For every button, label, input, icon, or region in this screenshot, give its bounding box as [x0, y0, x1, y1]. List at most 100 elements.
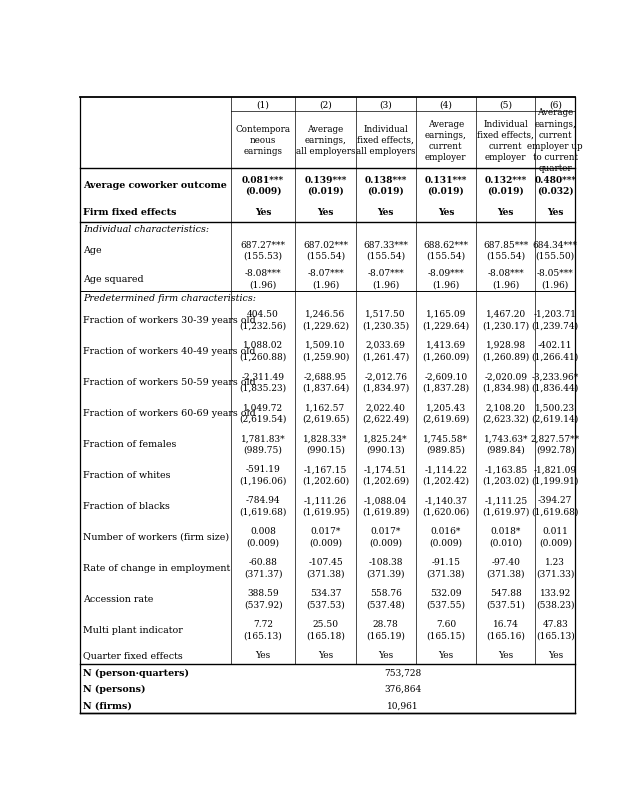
Text: Yes: Yes — [498, 208, 514, 217]
Text: Fraction of whites: Fraction of whites — [83, 471, 171, 479]
Text: 1,500.23
(2,619.14): 1,500.23 (2,619.14) — [532, 403, 579, 423]
Text: -402.11
(1,266.41): -402.11 (1,266.41) — [532, 340, 579, 361]
Text: Yes: Yes — [438, 650, 454, 659]
Text: -8.09***
(1.96): -8.09*** (1.96) — [427, 269, 464, 289]
Text: 0.139***
(0.019): 0.139*** (0.019) — [304, 175, 347, 195]
Text: 1,088.02
(1,260.88): 1,088.02 (1,260.88) — [240, 340, 287, 361]
Text: 534.37
(537.53): 534.37 (537.53) — [306, 589, 345, 609]
Text: 1,413.69
(1,260.09): 1,413.69 (1,260.09) — [422, 340, 470, 361]
Text: (3): (3) — [380, 100, 392, 109]
Text: 0.138***
(0.019): 0.138*** (0.019) — [364, 175, 407, 195]
Text: -1,111.26
(1,619.95): -1,111.26 (1,619.95) — [302, 495, 350, 516]
Text: Yes: Yes — [378, 208, 394, 217]
Text: 1.23
(371.33): 1.23 (371.33) — [536, 558, 574, 578]
Text: 404.50
(1,232.56): 404.50 (1,232.56) — [240, 310, 287, 330]
Text: 1,781.83*
(989.75): 1,781.83* (989.75) — [241, 434, 286, 454]
Text: -1,163.85
(1,203.02): -1,163.85 (1,203.02) — [482, 465, 529, 485]
Text: 1,165.09
(1,229.64): 1,165.09 (1,229.64) — [422, 310, 470, 330]
Text: -1,167.15
(1,202.60): -1,167.15 (1,202.60) — [302, 465, 349, 485]
Text: 0.081***
(0.009): 0.081*** (0.009) — [242, 175, 284, 195]
Text: -8.07***
(1.96): -8.07*** (1.96) — [367, 269, 404, 289]
Text: N (person·quarters): N (person·quarters) — [83, 667, 189, 677]
Text: Contempora
neous
earnings: Contempora neous earnings — [236, 125, 291, 156]
Text: Yes: Yes — [548, 650, 563, 659]
Text: 753,728: 753,728 — [385, 667, 422, 677]
Text: -91.15
(371.38): -91.15 (371.38) — [427, 558, 465, 578]
Text: 7.72
(165.13): 7.72 (165.13) — [243, 620, 282, 640]
Text: 2,022.40
(2,622.49): 2,022.40 (2,622.49) — [362, 403, 409, 423]
Text: 687.33***
(155.54): 687.33*** (155.54) — [363, 240, 408, 260]
Text: -2,012.76
(1,834.97): -2,012.76 (1,834.97) — [362, 372, 410, 392]
Text: -2,020.09
(1,834.98): -2,020.09 (1,834.98) — [482, 372, 529, 392]
Text: 1,162.57
(2,619.65): 1,162.57 (2,619.65) — [302, 403, 349, 423]
Text: 1,825.24*
(990.13): 1,825.24* (990.13) — [364, 434, 408, 454]
Text: N (firms): N (firms) — [83, 701, 132, 710]
Text: Yes: Yes — [255, 208, 272, 217]
Text: Yes: Yes — [438, 208, 454, 217]
Text: 0.480***
(0.032): 0.480*** (0.032) — [534, 175, 576, 195]
Text: -8.08***
(1.96): -8.08*** (1.96) — [245, 269, 281, 289]
Text: Multi plant indicator: Multi plant indicator — [83, 626, 183, 634]
Text: Fraction of workers 40-49 years old: Fraction of workers 40-49 years old — [83, 346, 256, 355]
Text: 47.83
(165.13): 47.83 (165.13) — [536, 620, 574, 640]
Text: (6): (6) — [549, 100, 562, 109]
Text: -1,203.71
(1,239.74): -1,203.71 (1,239.74) — [532, 310, 579, 330]
Text: 1,467.20
(1,230.17): 1,467.20 (1,230.17) — [482, 310, 529, 330]
Text: 0.011
(0.009): 0.011 (0.009) — [539, 527, 572, 547]
Text: -2,688.95
(1,837.64): -2,688.95 (1,837.64) — [302, 372, 349, 392]
Text: -60.88
(371.37): -60.88 (371.37) — [244, 558, 282, 578]
Text: 687.02***
(155.54): 687.02*** (155.54) — [303, 240, 348, 260]
Text: Average
earnings,
current
employer: Average earnings, current employer — [425, 120, 466, 161]
Text: 688.62***
(155.54): 688.62*** (155.54) — [424, 240, 468, 260]
Text: Yes: Yes — [547, 208, 564, 217]
Text: Quarter fixed effects: Quarter fixed effects — [83, 650, 183, 659]
Text: 1,743.63*
(989.84): 1,743.63* (989.84) — [484, 434, 528, 454]
Text: Yes: Yes — [378, 650, 393, 659]
Text: Average coworker outcome: Average coworker outcome — [83, 181, 227, 190]
Text: Individual
fixed effects,
all employers: Individual fixed effects, all employers — [356, 125, 415, 156]
Text: -1,140.37
(1,620.06): -1,140.37 (1,620.06) — [422, 495, 470, 516]
Text: -8.07***
(1.96): -8.07*** (1.96) — [307, 269, 344, 289]
Text: Fraction of workers 50-59 years old: Fraction of workers 50-59 years old — [83, 377, 256, 386]
Text: Age: Age — [83, 246, 102, 255]
Text: 28.78
(165.19): 28.78 (165.19) — [366, 620, 405, 640]
Text: 684.34***
(155.50): 684.34*** (155.50) — [533, 240, 578, 260]
Text: 1,205.43
(2,619.69): 1,205.43 (2,619.69) — [422, 403, 470, 423]
Text: 25.50
(165.18): 25.50 (165.18) — [306, 620, 345, 640]
Text: 532.09
(537.55): 532.09 (537.55) — [426, 589, 465, 609]
Text: Fraction of workers 60-69 years old: Fraction of workers 60-69 years old — [83, 408, 256, 418]
Text: N (persons): N (persons) — [83, 684, 146, 693]
Text: 0.131***
(0.019): 0.131*** (0.019) — [425, 175, 467, 195]
Text: Individual
fixed effects,
current
employer: Individual fixed effects, current employ… — [477, 120, 534, 161]
Text: 1,928.98
(1,260.89): 1,928.98 (1,260.89) — [482, 340, 529, 361]
Text: -2,609.10
(1,837.28): -2,609.10 (1,837.28) — [422, 372, 470, 392]
Text: 1,517.50
(1,230.35): 1,517.50 (1,230.35) — [362, 310, 409, 330]
Text: -2,311.49
(1,835.23): -2,311.49 (1,835.23) — [240, 372, 287, 392]
Text: -97.40
(371.38): -97.40 (371.38) — [486, 558, 525, 578]
Text: Average
earnings,
current
employer up
to current
quarter: Average earnings, current employer up to… — [527, 108, 583, 173]
Text: (4): (4) — [440, 100, 452, 109]
Text: Individual characteristics:: Individual characteristics: — [83, 224, 210, 234]
Text: -8.05***
(1.96): -8.05*** (1.96) — [537, 269, 574, 289]
Text: 1,828.33*
(990.15): 1,828.33* (990.15) — [304, 434, 348, 454]
Text: Fraction of blacks: Fraction of blacks — [83, 501, 170, 510]
Text: 0.017*
(0.009): 0.017* (0.009) — [309, 527, 342, 547]
Text: -107.45
(371.38): -107.45 (371.38) — [306, 558, 345, 578]
Text: 376,864: 376,864 — [385, 684, 422, 693]
Text: 0.017*
(0.009): 0.017* (0.009) — [369, 527, 402, 547]
Text: Accession rate: Accession rate — [83, 594, 154, 603]
Text: -1,111.25
(1,619.97): -1,111.25 (1,619.97) — [482, 495, 530, 516]
Text: -784.94
(1,619.68): -784.94 (1,619.68) — [240, 495, 287, 516]
Text: -8.08***
(1.96): -8.08*** (1.96) — [488, 269, 524, 289]
Text: -1,174.51
(1,202.69): -1,174.51 (1,202.69) — [362, 465, 409, 485]
Text: Rate of change in employment: Rate of change in employment — [83, 563, 231, 573]
Text: 1,049.72
(2,619.54): 1,049.72 (2,619.54) — [240, 403, 287, 423]
Text: 547.88
(537.51): 547.88 (537.51) — [486, 589, 525, 609]
Text: Yes: Yes — [318, 208, 334, 217]
Text: 0.132***
(0.019): 0.132*** (0.019) — [484, 175, 527, 195]
Text: Predetermined firm characteristics:: Predetermined firm characteristics: — [83, 294, 256, 303]
Text: 2,033.69
(1,261.47): 2,033.69 (1,261.47) — [362, 340, 410, 361]
Text: (5): (5) — [499, 100, 512, 109]
Text: Yes: Yes — [256, 650, 271, 659]
Text: Yes: Yes — [318, 650, 333, 659]
